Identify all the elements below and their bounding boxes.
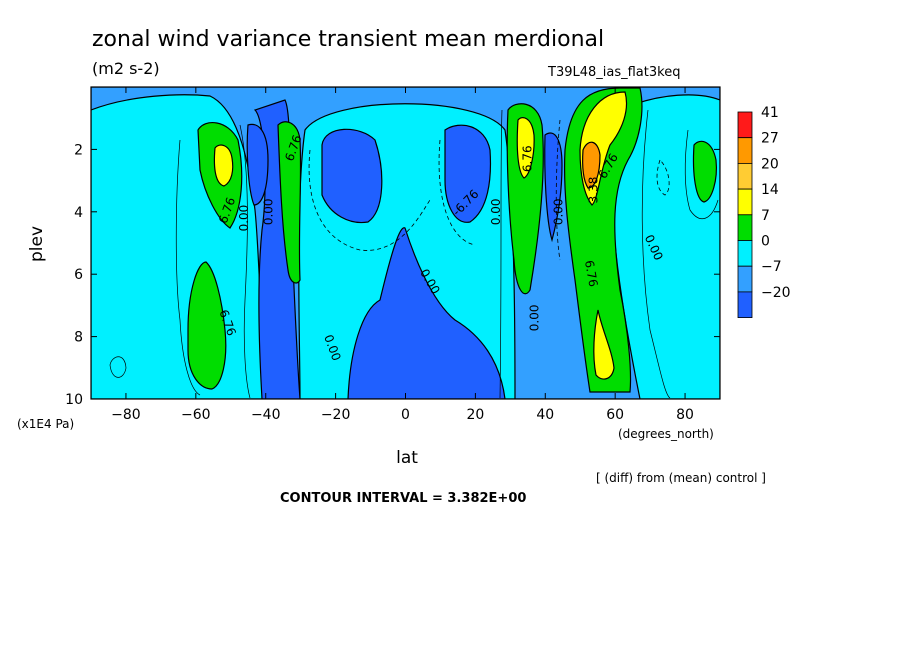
low-center-region [347, 227, 506, 399]
colorbar-label: 20 [761, 156, 779, 172]
y-tick-label: 4 [74, 205, 83, 221]
contour-label: 3.38 [587, 177, 601, 204]
contour-line [175, 139, 201, 396]
contour-line [499, 109, 503, 399]
trough-region [321, 128, 383, 224]
x-axis-label: lat [396, 448, 418, 468]
high-region [593, 309, 615, 380]
colorbar-swatch [737, 162, 753, 190]
colorbar-label: 27 [761, 131, 779, 147]
trough-region [444, 124, 492, 223]
chart-units: (m2 s-2) [92, 59, 160, 78]
ridge-region [187, 261, 227, 390]
x-tick-label: 80 [676, 407, 694, 423]
x-axis-ticks: −80 −60 −40 −20 0 20 40 60 80 [111, 87, 694, 423]
high-region [516, 117, 535, 179]
y-tick-label: 8 [74, 330, 83, 346]
contour-label: 6.76 [520, 145, 534, 172]
ridge-region [277, 121, 302, 284]
peak-region [582, 141, 601, 189]
colorbar-swatch [737, 214, 753, 241]
ridge-region [692, 140, 717, 203]
negative-contour-line [656, 159, 670, 196]
colorbar-swatch [737, 137, 753, 164]
contour-line [641, 109, 671, 399]
contour-label: 0.00 [237, 205, 251, 232]
colorbar-swatch [737, 188, 753, 216]
colorbar-swatch [737, 291, 753, 318]
contour-label: 6.76 [582, 259, 600, 288]
y-axis-units: (x1E4 Pa) [17, 417, 74, 431]
contour-label: 0.00 [262, 198, 276, 225]
negative-contour-line [555, 119, 561, 261]
y-axis-label: plev [27, 226, 47, 262]
contour-label: 0.00 [552, 198, 566, 225]
x-tick-label: −40 [251, 407, 281, 423]
plot-area [91, 87, 720, 399]
colorbar-label: 0 [761, 234, 770, 250]
colorbar-swatch [737, 240, 753, 267]
zero-plateau-region [91, 94, 269, 399]
contour-line [109, 356, 127, 378]
y-tick-label: 10 [65, 392, 83, 408]
x-tick-label: −20 [321, 407, 351, 423]
negative-contour-line [308, 149, 431, 251]
x-tick-label: −60 [181, 407, 211, 423]
colorbar-swatch [737, 111, 753, 139]
colorbar: 41 27 20 14 7 0 −7 −20 [737, 105, 791, 318]
colorbar-label: −20 [761, 285, 791, 301]
colorbar-label: 41 [761, 105, 779, 121]
y-axis-ticks: 2 4 6 8 10 [65, 142, 720, 408]
x-tick-label: 0 [401, 407, 410, 423]
run-name: T39L48_ias_flat3keq [547, 65, 680, 80]
colorbar-label: −7 [761, 259, 782, 275]
contour-line [684, 129, 719, 220]
colorbar-label: 7 [761, 208, 770, 224]
ridge-region [506, 103, 544, 295]
contour-interval: CONTOUR INTERVAL = 3.382E+00 [280, 491, 526, 506]
contour-label: 0.00 [489, 198, 503, 225]
contour-label: 0.00 [527, 305, 541, 332]
colorbar-swatch [737, 265, 753, 293]
contour-line [239, 124, 251, 399]
trough-region [246, 123, 269, 206]
x-tick-label: −80 [111, 407, 141, 423]
negative-contour-line [438, 139, 476, 246]
y-tick-label: 6 [74, 267, 83, 283]
y-tick-label: 2 [74, 142, 83, 158]
x-tick-label: 60 [606, 407, 624, 423]
x-tick-label: 20 [466, 407, 484, 423]
x-tick-label: 40 [536, 407, 554, 423]
colorbar-label: 14 [761, 182, 779, 198]
high-region [213, 144, 234, 187]
diff-note: [ (diff) from (mean) control ] [596, 471, 766, 485]
x-axis-units: (degrees_north) [618, 427, 714, 441]
chart-title: zonal wind variance transient mean merdi… [92, 27, 604, 52]
